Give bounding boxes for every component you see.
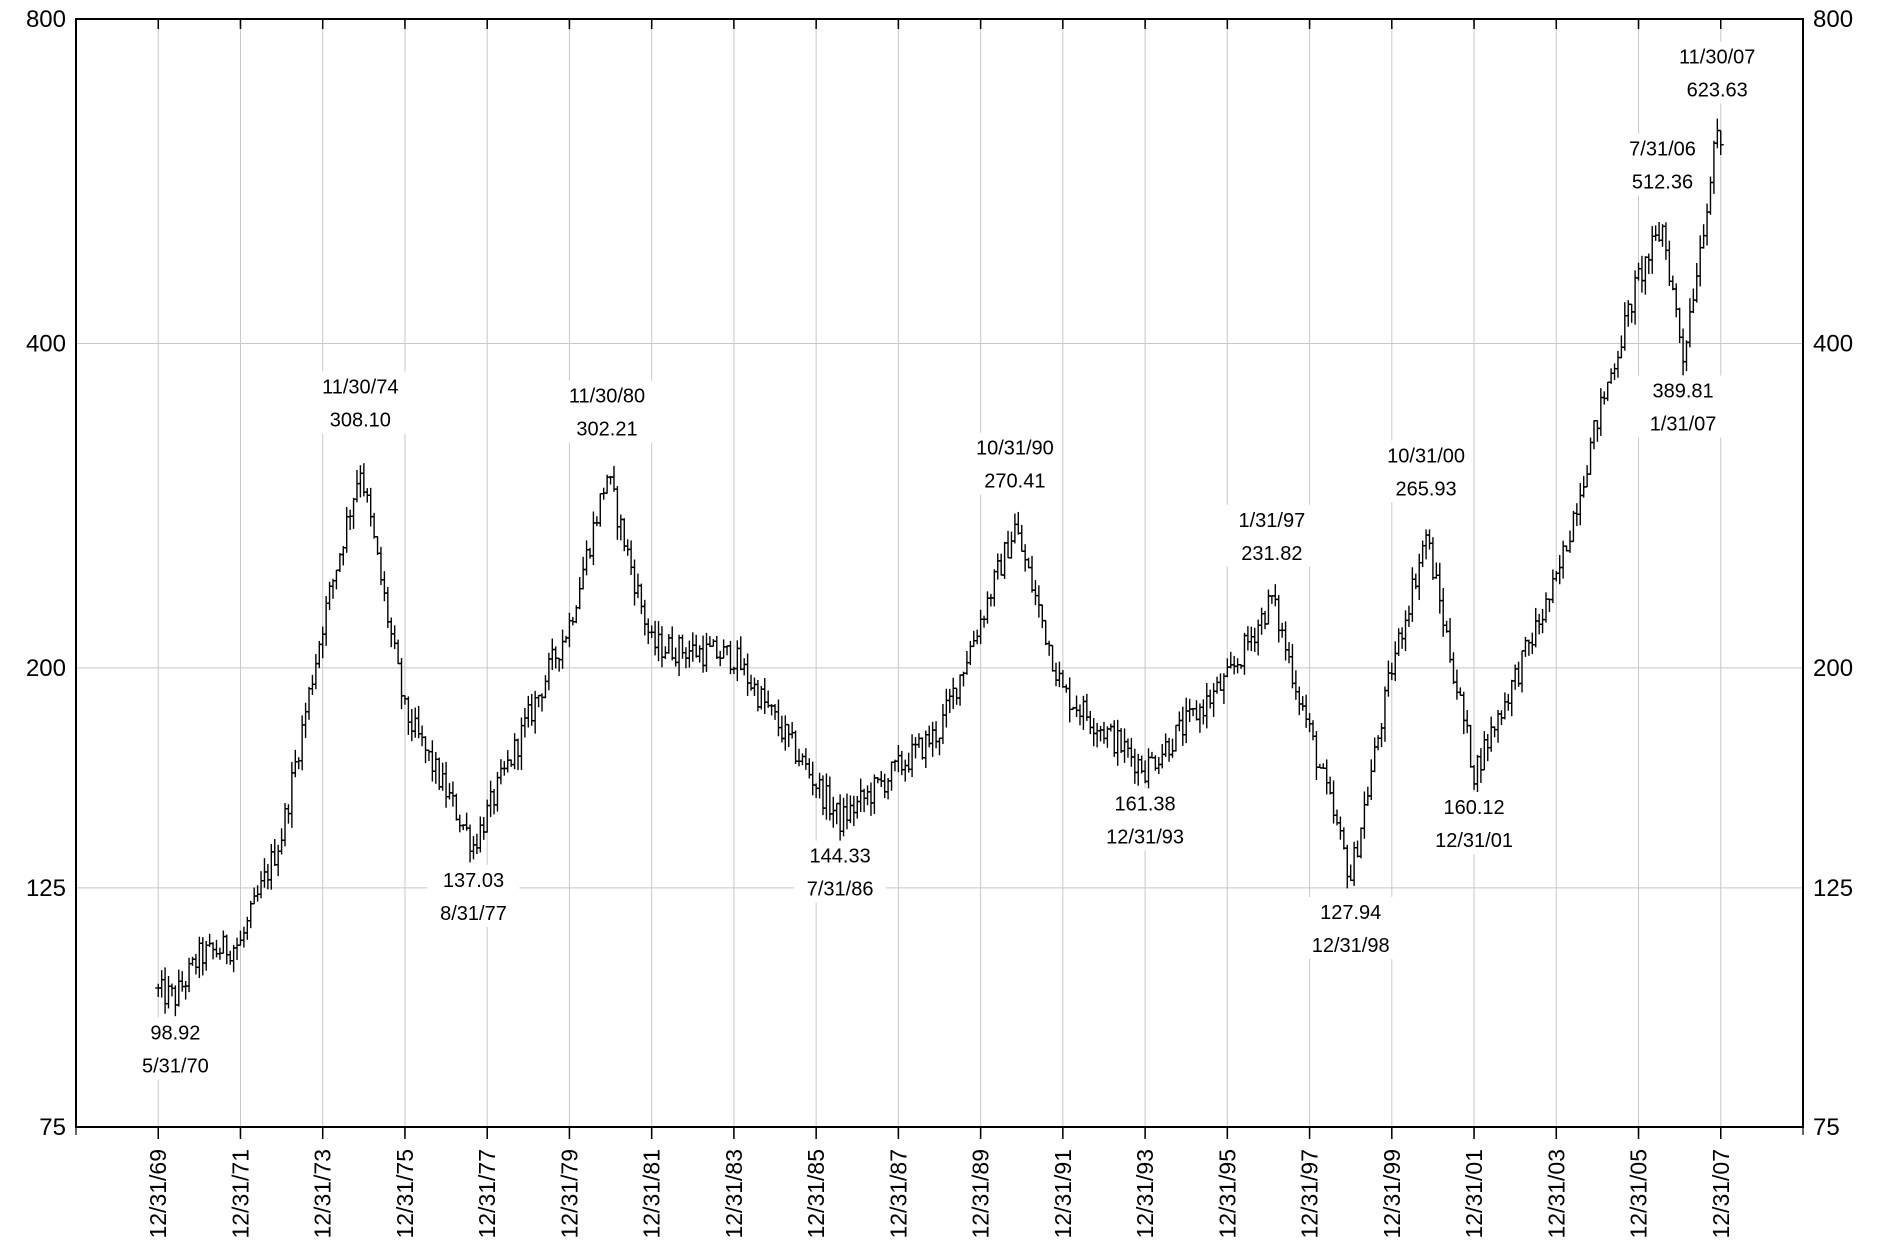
annotations: 98.925/31/7011/30/74308.10137.038/31/771…: [129, 41, 1764, 1080]
annotation-backing: [1380, 440, 1473, 503]
axis-ticks: 75 75 125 125 200 200 400 400 800 800 12/31/69 12/3…: [26, 6, 1853, 1239]
y-tick-label-left: 75: [39, 1114, 66, 1141]
annotation-line-1: 11/30/07: [1679, 47, 1755, 69]
annotation-2: 137.03 8/31/77: [427, 864, 520, 927]
annotation-line-2: 12/31/01: [1435, 830, 1513, 852]
annotation-line-1: 10/31/90: [976, 438, 1054, 460]
x-tick-label: 12/31/87: [885, 1149, 911, 1239]
annotation-line-2: 7/31/86: [807, 879, 874, 901]
annotation-line-1: 11/30/80: [569, 386, 645, 408]
annotation-line-1: 7/31/06: [1629, 139, 1696, 161]
annotation-backing: [1616, 133, 1709, 196]
annotation-11: 7/31/06 512.36: [1616, 133, 1709, 196]
x-tick-label: 12/31/83: [721, 1149, 747, 1239]
x-tick-label: 12/31/91: [1050, 1149, 1076, 1239]
x-tick-label: 12/31/71: [227, 1149, 253, 1239]
y-tick-label-right: 400: [1813, 330, 1853, 357]
x-tick-label: 12/31/07: [1708, 1149, 1734, 1239]
y-tick-label-left: 125: [26, 875, 66, 902]
annotation-line-1: 1/31/97: [1239, 510, 1306, 532]
annotation-line-2: 8/31/77: [440, 903, 507, 925]
annotation-line-1: 161.38: [1115, 793, 1176, 815]
annotation-8: 127.94 12/31/98: [1304, 897, 1397, 960]
annotation-10: 160.12 12/31/01: [1428, 791, 1521, 854]
annotation-line-2: 12/31/93: [1106, 826, 1184, 848]
annotation-line-2: 512.36: [1632, 172, 1693, 194]
x-tick-label: 12/31/73: [310, 1149, 336, 1239]
annotation-line-1: 160.12: [1443, 797, 1504, 819]
annotation-backing: [314, 371, 407, 434]
gridlines: [76, 19, 1803, 1127]
y-tick-label-right: 800: [1813, 6, 1853, 33]
x-tick-label: 12/31/03: [1543, 1149, 1569, 1239]
annotation-13: 11/30/07 623.63: [1671, 41, 1764, 104]
y-tick-label-right: 200: [1813, 655, 1853, 682]
annotation-backing: [561, 380, 654, 443]
annotation-line-2: 302.21: [576, 419, 637, 441]
y-tick-label-right: 75: [1813, 1114, 1840, 1141]
annotation-backing: [427, 864, 520, 927]
x-tick-label: 12/31/77: [474, 1149, 500, 1239]
x-tick-label: 12/31/01: [1461, 1149, 1487, 1239]
x-tick-label: 12/31/99: [1379, 1149, 1405, 1239]
annotation-line-2: 270.41: [984, 471, 1045, 493]
x-tick-label: 12/31/81: [639, 1149, 665, 1239]
y-tick-label-right: 125: [1813, 875, 1853, 902]
annotation-line-1: 11/30/74: [322, 377, 398, 399]
annotation-line-1: 144.33: [810, 846, 871, 868]
annotation-backing: [1671, 41, 1764, 104]
annotation-line-2: 265.93: [1395, 479, 1456, 501]
annotation-line-2: 12/31/98: [1312, 935, 1390, 957]
x-tick-label: 12/31/05: [1626, 1149, 1652, 1239]
annotation-line-2: 231.82: [1241, 543, 1302, 565]
x-tick-label: 12/31/93: [1132, 1149, 1158, 1239]
y-tick-label-left: 200: [26, 655, 66, 682]
annotation-backing: [1637, 375, 1730, 438]
annotation-9: 10/31/00 265.93: [1380, 440, 1473, 503]
annotation-backing: [794, 840, 887, 903]
y-tick-label-left: 400: [26, 330, 66, 357]
annotation-6: 161.38 12/31/93: [1099, 788, 1192, 851]
annotation-line-2: 1/31/07: [1650, 414, 1717, 436]
annotation-1: 11/30/74 308.10: [314, 371, 407, 434]
x-tick-label: 12/31/85: [803, 1149, 829, 1239]
annotation-line-1: 127.94: [1320, 902, 1381, 924]
annotation-12: 389.81 1/31/07: [1637, 375, 1730, 438]
annotation-line-1: 98.92: [150, 1022, 200, 1044]
x-tick-label: 12/31/69: [145, 1149, 171, 1239]
plot-frame: [75, 18, 1804, 1128]
x-tick-label: 12/31/95: [1214, 1149, 1240, 1239]
annotation-backing: [1099, 788, 1192, 851]
annotation-line-2: 308.10: [330, 410, 391, 432]
annotation-backing: [129, 1017, 222, 1080]
y-tick-label-left: 800: [26, 6, 66, 33]
x-tick-label: 12/31/89: [968, 1149, 994, 1239]
price-bars: [155, 118, 1724, 1017]
annotation-5: 10/31/90 270.41: [968, 432, 1061, 495]
annotation-3: 11/30/80 302.21: [561, 380, 654, 443]
annotation-line-1: 389.81: [1652, 381, 1713, 403]
x-tick-label: 12/31/75: [392, 1149, 418, 1239]
annotation-line-2: 623.63: [1687, 80, 1748, 102]
x-tick-label: 12/31/97: [1297, 1149, 1323, 1239]
annotation-0: 98.92 5/31/70: [129, 1017, 222, 1080]
annotation-backing: [1304, 897, 1397, 960]
x-tick-label: 12/31/79: [556, 1149, 582, 1239]
annotation-line-1: 10/31/00: [1387, 446, 1465, 468]
annotation-backing: [1225, 504, 1318, 567]
annotation-line-1: 137.03: [443, 870, 504, 892]
annotation-backing: [1428, 791, 1521, 854]
annotation-7: 1/31/97 231.82: [1225, 504, 1318, 567]
annotation-backing: [968, 432, 1061, 495]
annotation-line-2: 5/31/70: [142, 1055, 209, 1077]
annotation-4: 144.33 7/31/86: [794, 840, 887, 903]
